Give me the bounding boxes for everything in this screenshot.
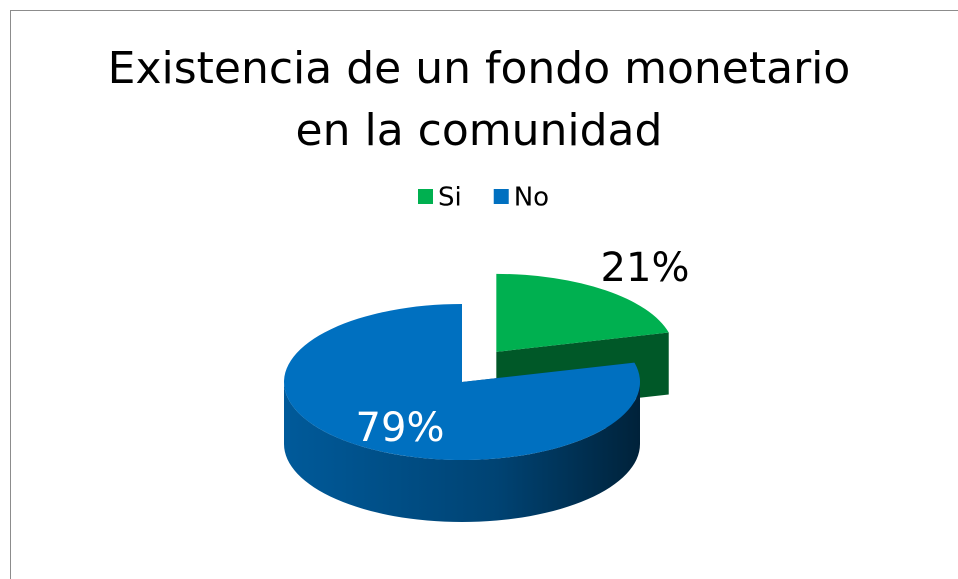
legend-label: Si bbox=[438, 183, 462, 213]
slice-side bbox=[284, 382, 640, 522]
legend-swatch bbox=[418, 189, 433, 204]
legend-swatch bbox=[493, 189, 509, 204]
data-label: 21% bbox=[601, 245, 690, 291]
data-label: 79% bbox=[356, 405, 445, 451]
chart-frame bbox=[10, 10, 958, 579]
chart-title: Existencia de un fondo monetario en la c… bbox=[107, 43, 851, 156]
legend-label: No bbox=[514, 183, 549, 213]
slice bbox=[496, 273, 669, 352]
slice bbox=[283, 304, 640, 460]
